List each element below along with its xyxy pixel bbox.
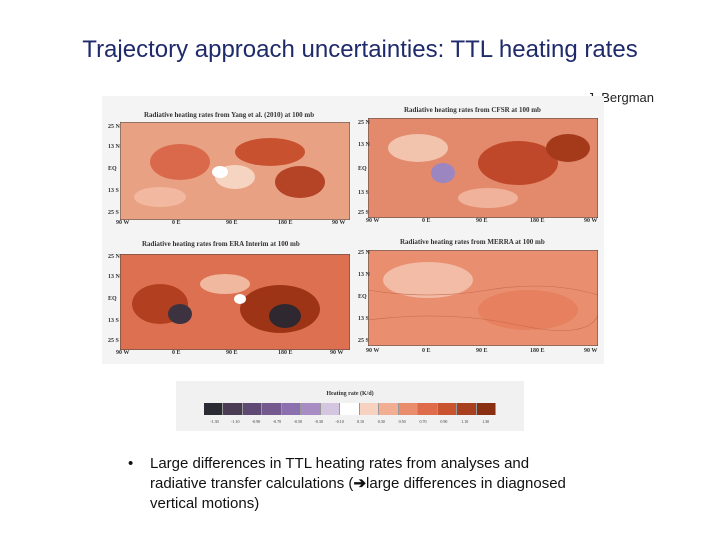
lat-label: 13 N [358,142,370,148]
panel-title: Radiative heating rates from ERA Interim… [142,240,300,248]
lat-label: 13 N [358,272,370,278]
colorbar-tick-label: 1.30 [482,419,490,424]
lat-label: 25 S [358,338,369,344]
colorbar-swatch [418,403,438,415]
lat-label: 25 N [358,120,370,126]
lat-label: 25 S [108,210,119,216]
bullet-text-after: large differences in diagnosed vertical … [150,475,566,512]
lat-label: 13 N [108,144,120,150]
lat-label: 13 S [358,316,369,322]
lon-label: 90 W [116,220,130,226]
lon-label: 0 E [422,218,431,224]
lon-label: 180 E [530,348,545,354]
colorbar-swatch [340,403,360,415]
lon-label: 90 E [226,350,238,356]
colorbar-tick-label: 0.10 [356,419,364,424]
lon-label: 90 W [366,218,380,224]
lon-label: 90 W [116,350,130,356]
heating-map [368,118,598,218]
lat-label: EQ [108,166,117,172]
colorbar-tick-label: 0.50 [398,419,406,424]
panel-title: Radiative heating rates from Yang et al.… [144,111,315,119]
lon-label: 180 E [530,218,545,224]
lon-label: 90 W [584,218,598,224]
colorbar-swatches [204,403,497,415]
lon-label: 90 E [226,220,238,226]
colorbar-swatch [204,403,224,415]
panel-merra: Radiative heating rates from MERRA at 10… [354,230,604,364]
colorbar-swatch [379,403,399,415]
author-label: J. Bergman [587,90,654,105]
colorbar-label: Heating rate (K/d) [326,391,374,397]
lat-label: 13 S [108,188,119,194]
lat-label: 13 S [108,318,119,324]
panel-era-interim: Radiative heating rates from ERA Interim… [102,230,352,364]
colorbar-swatch [242,403,263,415]
bullet-text: Large differences in TTL heating rates f… [150,454,570,514]
colorbar-swatch [223,403,243,415]
colorbar-tick-label: -0.90 [251,419,261,424]
lat-label: 13 N [108,274,120,280]
colorbar-tick-label: -0.70 [272,419,282,424]
arrow-icon: ➔ [353,475,367,492]
colorbar-tick-label: 0.30 [377,419,385,424]
lon-label: 90 W [366,348,380,354]
lat-label: EQ [358,294,367,300]
slide-title: Trajectory approach uncertainties: TTL h… [82,36,638,63]
lat-label: 13 S [358,190,369,196]
lon-label: 180 E [278,220,293,226]
colorbar-tick-label: 0.70 [419,419,427,424]
colorbar-swatch [359,403,380,415]
bullet-marker: • [128,455,134,472]
colorbar-tick-label: 1.10 [461,419,469,424]
lon-label: 180 E [278,350,293,356]
lat-label: EQ [358,166,367,172]
colorbar-tick-label: -0.30 [314,419,323,424]
colorbar-swatch [320,403,341,415]
colorbar-swatch [301,403,321,415]
panel-title: Radiative heating rates from MERRA at 10… [400,238,545,246]
colorbar-swatch [262,403,282,415]
colorbar: Heating rate (K/d) -1.30 -1.10 -0.90 -0.70-… [176,381,524,431]
heating-rate-figure: Radiative heating rates from Yang et al.… [102,96,604,364]
lon-label: 90 W [332,220,346,226]
lat-label: EQ [108,296,117,302]
heating-map [120,254,350,350]
heating-map [368,250,598,346]
lat-label: 25 N [108,254,120,260]
heating-map [120,122,350,220]
colorbar-ticks: -1.30 -1.10 -0.90 -0.70 -0.50 -0.30 -0.10 0.10 0… [204,419,496,424]
lon-label: 90 W [584,348,598,354]
lon-label: 0 E [172,350,181,356]
colorbar-swatch [281,403,302,415]
panel-title: Radiative heating rates from CFSR at 100… [404,106,541,114]
lat-label: 25 N [358,250,370,256]
lon-label: 0 E [422,348,431,354]
colorbar-tick-label: -0.10 [335,419,344,424]
colorbar-tick-label: 0.90 [440,419,448,424]
colorbar-tick-label: -0.50 [293,419,303,424]
colorbar-swatch [457,403,477,415]
lon-label: 0 E [172,220,181,226]
lon-label: 90 E [476,348,488,354]
lon-label: 90 E [476,218,488,224]
colorbar-tick-label: -1.10 [231,419,240,424]
colorbar-tick-label: -1.30 [210,419,219,424]
colorbar-swatch [437,403,458,415]
colorbar-swatch [476,403,497,415]
lat-label: 25 N [108,124,120,130]
panel-cfsr: Radiative heating rates from CFSR at 100… [354,96,604,226]
bullet-text-before: Large differences in TTL heating rates f… [150,455,530,492]
lat-label: 25 S [108,338,119,344]
panel-yang: Radiative heating rates from Yang et al.… [102,96,352,226]
lon-label: 90 W [330,350,344,356]
colorbar-swatch [398,403,419,415]
lat-label: 25 S [358,210,369,216]
